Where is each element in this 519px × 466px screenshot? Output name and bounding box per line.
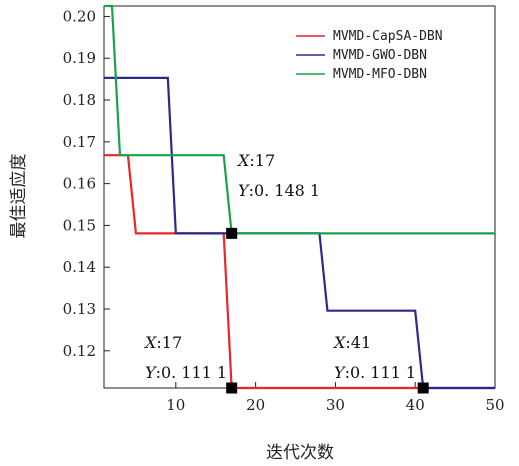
point-marker [226, 382, 238, 394]
series-line-gwo [104, 76, 495, 390]
y-axis-ticks: 0.12 0.13 0.14 0.15 0.16 0.17 0.18 0.19 0.20 [63, 7, 110, 360]
y-tick-label: 0.14 [63, 258, 96, 276]
y-tick-label: 0.15 [63, 216, 96, 234]
x-tick-label: 30 [326, 396, 345, 414]
y-tick-label: 0.19 [63, 49, 96, 67]
series-lines [104, 4, 495, 390]
x-tick-label: 20 [246, 396, 265, 414]
y-tick-label: 0.13 [63, 300, 96, 318]
x-axis-label: 迭代次数 [266, 443, 334, 463]
annotation-2-y: Y:0. 111 1 [145, 363, 227, 382]
point-marker [417, 382, 429, 394]
y-tick-label: 0.18 [63, 91, 96, 109]
annotation-2-x: X:17 [143, 333, 182, 352]
y-axis-label: 最佳适应度 [9, 154, 29, 239]
annotation-1-x: X:17 [236, 151, 275, 170]
y-tick-label: 0.17 [63, 133, 96, 151]
annotation-3-x: X:41 [332, 333, 371, 352]
point-markers [226, 227, 429, 394]
annotation-1-y: Y:0. 148 1 [238, 181, 320, 200]
x-tick-label: 50 [485, 396, 504, 414]
annotation-1: X:17 Y:0. 148 1 [236, 151, 320, 200]
annotation-3-y: Y:0. 111 1 [334, 363, 416, 382]
x-axis-ticks: 10 20 30 40 50 [166, 382, 505, 414]
y-tick-label: 0.20 [63, 7, 96, 25]
series-line-mfo [104, 4, 495, 235]
x-tick-label: 40 [406, 396, 425, 414]
legend-label-mfo: MVMD-MFO-DBN [333, 67, 427, 82]
point-marker [226, 227, 238, 239]
y-tick-label: 0.12 [63, 342, 96, 360]
annotation-3: X:41 Y:0. 111 1 [332, 333, 416, 382]
x-tick-label: 10 [166, 396, 185, 414]
annotation-2: X:17 Y:0. 111 1 [143, 333, 227, 382]
legend: MVMD-CapSA-DBN MVMD-GWO-DBN MVMD-MFO-DBN [296, 29, 443, 82]
legend-label-gwo: MVMD-GWO-DBN [333, 48, 427, 63]
y-tick-label: 0.16 [63, 175, 96, 193]
legend-label-capsa: MVMD-CapSA-DBN [333, 29, 443, 44]
